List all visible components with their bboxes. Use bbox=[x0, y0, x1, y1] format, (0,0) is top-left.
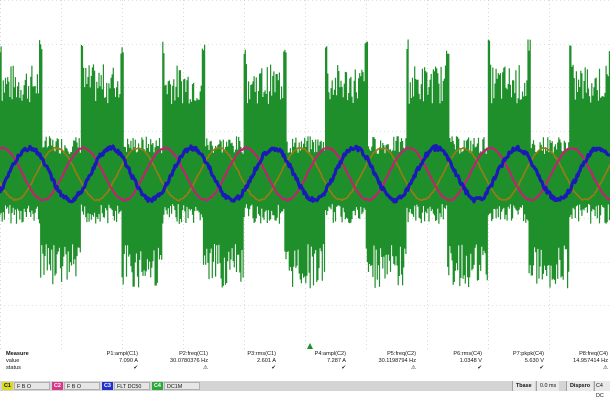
timebase-label[interactable]: Tbase bbox=[512, 381, 535, 391]
c4-level-marker-icon[interactable] bbox=[0, 170, 5, 178]
measure-p4-status-icon: ✔ bbox=[341, 365, 346, 372]
waveform-c3 bbox=[0, 144, 610, 204]
measure-p2-value: 30.0780376 Hz bbox=[170, 358, 208, 365]
channel-c1-tag[interactable]: C1 bbox=[2, 382, 13, 390]
c3-current-trace bbox=[0, 144, 610, 204]
measure-p6-value: 1.0348 V bbox=[459, 358, 482, 365]
display-value[interactable]: C4 DC bbox=[594, 381, 610, 399]
channel-c1-info[interactable]: F B O bbox=[14, 382, 50, 390]
waveform-c2 bbox=[0, 146, 610, 202]
channel-c4-info[interactable]: DC1M bbox=[164, 382, 200, 390]
measure-value-label: value bbox=[6, 358, 20, 365]
channel-c3-info[interactable]: FLT DC50 bbox=[114, 382, 150, 390]
measure-p6-name: P6:rms(C4) bbox=[453, 351, 482, 357]
measure-p5-value: 30.1198794 Hz bbox=[378, 358, 416, 365]
measure-p5[interactable]: P5:freq(C2) 30.1198794 Hz ⚠ bbox=[346, 351, 416, 373]
measure-p2[interactable]: P2:freq(C1) 30.0780376 Hz ⚠ bbox=[138, 351, 208, 373]
measure-p2-name: P2:freq(C1) bbox=[179, 351, 208, 357]
measure-p3-value: 2.601 A bbox=[257, 358, 276, 365]
oscilloscope-screen bbox=[0, 0, 610, 349]
measure-p4[interactable]: P4:ampl(C2) 7.287 A ✔ bbox=[276, 351, 346, 373]
measure-p2-status-icon: ⚠ bbox=[202, 365, 208, 372]
display-label[interactable]: Dispsro bbox=[566, 381, 594, 391]
measure-p8-value: 14.957414 Hz bbox=[573, 358, 608, 365]
measure-p8[interactable]: P8:freq(C4) 14.957414 Hz ⚠ bbox=[538, 351, 608, 373]
measure-p5-status-icon: ⚠ bbox=[410, 365, 416, 372]
c4-pwm-trace bbox=[0, 39, 610, 289]
waveform-c1 bbox=[0, 146, 610, 202]
measure-p7-value: 5.630 V bbox=[524, 358, 544, 365]
measure-p7-name: P7:pkpk(C4) bbox=[512, 351, 544, 357]
measure-p6-status-icon: ✔ bbox=[477, 365, 482, 372]
channel-c4-tag[interactable]: C4 bbox=[152, 382, 163, 390]
measure-row-labels: Measure value status bbox=[6, 351, 29, 373]
measure-title: Measure bbox=[6, 351, 29, 357]
waveform-plot bbox=[0, 0, 610, 349]
measure-p6[interactable]: P6:rms(C4) 1.0348 V ✔ bbox=[412, 351, 482, 373]
c2-current-trace bbox=[0, 146, 610, 202]
trigger-marker-icon[interactable] bbox=[307, 343, 313, 349]
measure-p1[interactable]: P1:ampl(C1) 7.090 A ✔ bbox=[68, 351, 138, 373]
measure-p7[interactable]: P7:pkpk(C4) 5.630 V ✔ bbox=[474, 351, 544, 373]
measure-p1-name: P1:ampl(C1) bbox=[106, 351, 138, 357]
markers bbox=[0, 170, 313, 349]
c1-current-trace bbox=[0, 146, 610, 202]
channel-c2-info[interactable]: F B O bbox=[64, 382, 100, 390]
measure-p8-status-icon: ⚠ bbox=[602, 365, 608, 372]
measure-p1-status-icon: ✔ bbox=[133, 365, 138, 372]
measure-p4-name: P4:ampl(C2) bbox=[314, 351, 346, 357]
timebase-value[interactable]: 0.0 ms bbox=[536, 381, 560, 391]
channel-c3-tag[interactable]: C3 bbox=[102, 382, 113, 390]
measure-p3-status-icon: ✔ bbox=[271, 365, 276, 372]
measure-p7-status-icon: ✔ bbox=[539, 365, 544, 372]
channel-c2-tag[interactable]: C2 bbox=[52, 382, 63, 390]
measure-p5-name: P5:freq(C2) bbox=[387, 351, 416, 357]
measure-p1-value: 7.090 A bbox=[119, 358, 138, 365]
measure-status-label: status bbox=[6, 365, 21, 372]
measure-panel: Measure value status P1:ampl(C1) 7.090 A… bbox=[0, 349, 610, 381]
waveform-c4 bbox=[0, 39, 610, 289]
measure-p3[interactable]: P3:rms(C1) 2.601 A ✔ bbox=[206, 351, 276, 373]
measure-p8-name: P8:freq(C4) bbox=[579, 351, 608, 357]
measure-p3-name: P3:rms(C1) bbox=[247, 351, 276, 357]
channel-status-bar: C1 F B O C2 F B O C3 FLT DC50 C4 DC1M Tb… bbox=[0, 381, 610, 399]
measure-p4-value: 7.287 A bbox=[327, 358, 346, 365]
